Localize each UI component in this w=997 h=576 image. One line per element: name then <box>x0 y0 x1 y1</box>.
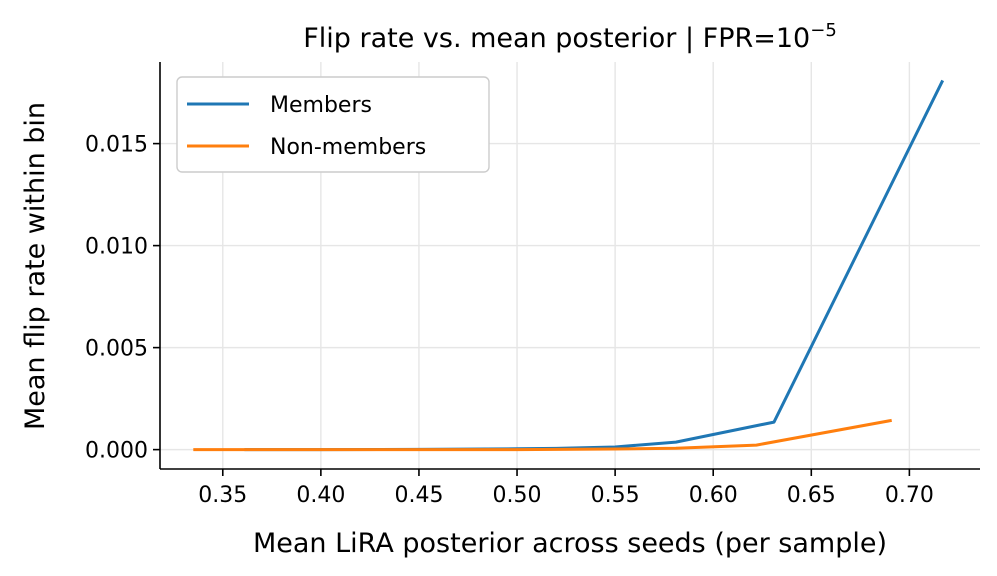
x-tick-label: 0.35 <box>198 483 247 508</box>
x-axis-label: Mean LiRA posterior across seeds (per sa… <box>253 528 887 559</box>
y-tick-label: 0.015 <box>85 133 148 158</box>
x-tick-label: 0.50 <box>493 483 542 508</box>
series-line-non-members <box>193 418 892 452</box>
axes <box>159 62 980 470</box>
x-tick-label: 0.60 <box>689 483 738 508</box>
chart-title-main: Flip rate vs. mean posterior | FPR=10 <box>303 23 810 54</box>
y-axis-label: Mean flip rate within bin <box>20 102 51 430</box>
y-tick-label: 0.000 <box>85 439 148 464</box>
x-tick-label: 0.55 <box>591 483 640 508</box>
y-axis-ticks: 0.000 0.005 0.010 0.015 <box>85 133 160 464</box>
x-tick-label: 0.45 <box>394 483 443 508</box>
x-tick-label: 0.40 <box>296 483 345 508</box>
y-tick-label: 0.010 <box>85 235 148 260</box>
legend-label: Members <box>270 93 372 118</box>
y-tick-label: 0.005 <box>85 337 148 362</box>
legend-frame <box>176 76 490 173</box>
x-tick-label: 0.70 <box>885 483 934 508</box>
x-tick-label: 0.65 <box>787 483 836 508</box>
x-axis-ticks: 0.35 0.40 0.45 0.50 0.55 0.60 0.65 0.70 <box>198 469 934 508</box>
legend: Members Non-members <box>176 76 490 173</box>
chart-title: Flip rate vs. mean posterior | FPR=10−5 <box>303 20 837 54</box>
legend-label: Non-members <box>270 135 426 160</box>
chart-title-superscript: −5 <box>810 20 837 41</box>
series-lines <box>193 79 945 452</box>
